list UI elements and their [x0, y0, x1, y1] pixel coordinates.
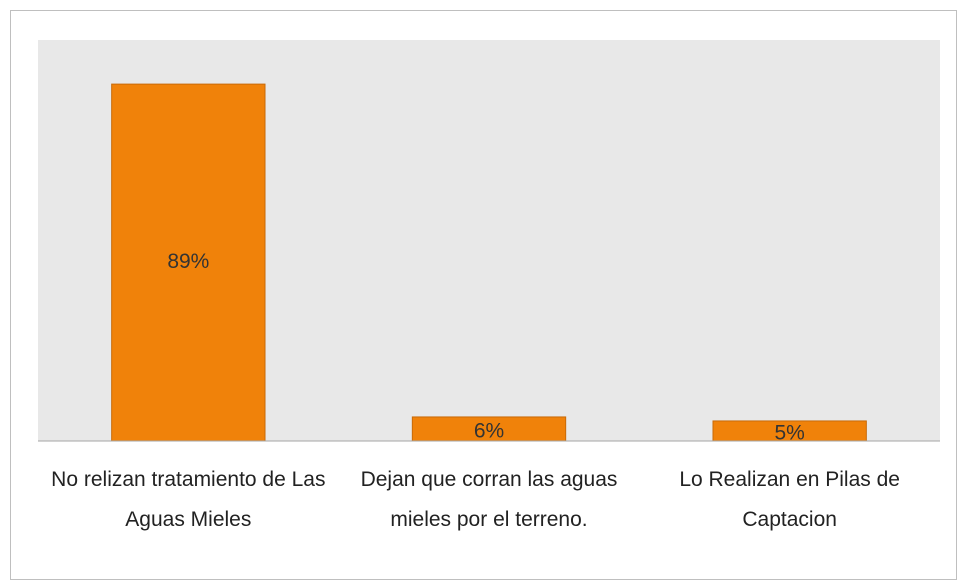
bar	[111, 83, 266, 442]
x-tick-label: Dejan que corran las aguas mieles por el…	[360, 468, 618, 531]
x-tick-label: Lo Realizan en Pilas de Captacion	[679, 468, 900, 531]
x-tick-label: No relizan tratamiento de Las Aguas Miel…	[51, 468, 326, 531]
data-label: 5%	[774, 422, 804, 445]
data-label: 6%	[474, 420, 504, 443]
data-label: 89%	[167, 250, 209, 273]
